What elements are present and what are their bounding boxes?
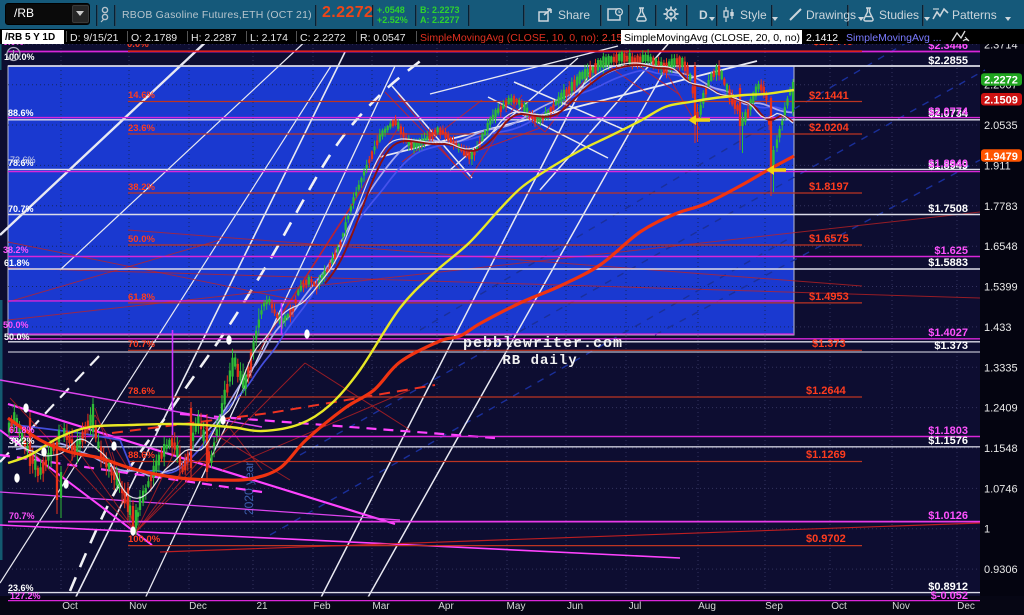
svg-text:Aug: Aug bbox=[698, 601, 716, 612]
svg-text:Apr: Apr bbox=[438, 601, 454, 612]
svg-text:Sep: Sep bbox=[765, 601, 783, 612]
svg-text:$1.0126: $1.0126 bbox=[928, 510, 968, 522]
svg-text:1: 1 bbox=[984, 524, 990, 536]
svg-text:21: 21 bbox=[256, 601, 268, 612]
svg-text:Jul: Jul bbox=[629, 601, 642, 612]
svg-text:78.6%: 78.6% bbox=[128, 386, 155, 397]
svg-text:Nov: Nov bbox=[129, 601, 147, 612]
svg-text:127.2%: 127.2% bbox=[10, 591, 41, 601]
svg-text:$2.2855: $2.2855 bbox=[928, 55, 968, 67]
svg-text:61.8%: 61.8% bbox=[128, 292, 155, 303]
svg-text:78.6%: 78.6% bbox=[8, 158, 34, 168]
svg-text:23.6%: 23.6% bbox=[128, 123, 155, 134]
svg-text:2.0535: 2.0535 bbox=[984, 120, 1018, 132]
svg-text:1.433: 1.433 bbox=[984, 322, 1012, 334]
svg-text:61.8%: 61.8% bbox=[4, 258, 30, 268]
svg-text:50.0%: 50.0% bbox=[4, 332, 30, 342]
svg-text:Oct: Oct bbox=[62, 601, 78, 612]
svg-text:$0.8912: $0.8912 bbox=[928, 581, 968, 593]
svg-text:Jun: Jun bbox=[567, 601, 583, 612]
svg-text:1.7783: 1.7783 bbox=[984, 201, 1018, 213]
svg-text:Oct: Oct bbox=[831, 601, 847, 612]
svg-text:38.2%: 38.2% bbox=[9, 436, 35, 446]
svg-text:May: May bbox=[507, 601, 526, 612]
svg-text:23.6%: 23.6% bbox=[8, 583, 34, 593]
svg-text:$0.9702: $0.9702 bbox=[806, 533, 846, 545]
svg-text:$1.8940: $1.8940 bbox=[928, 158, 968, 170]
svg-text:1.1548: 1.1548 bbox=[984, 443, 1018, 455]
svg-text:$1.6575: $1.6575 bbox=[809, 233, 849, 245]
svg-text:88.6%: 88.6% bbox=[8, 108, 34, 118]
svg-text:$1.7508: $1.7508 bbox=[928, 203, 968, 215]
svg-text:50.0%: 50.0% bbox=[3, 320, 29, 330]
svg-text:$1.8949: $1.8949 bbox=[928, 160, 968, 172]
svg-text:70.7%: 70.7% bbox=[128, 339, 155, 350]
svg-text:38.2%: 38.2% bbox=[128, 182, 155, 193]
svg-text:Dec: Dec bbox=[189, 601, 207, 612]
svg-text:$1.625: $1.625 bbox=[934, 245, 968, 257]
svg-text:14.6%: 14.6% bbox=[128, 90, 155, 101]
svg-text:$1.5883: $1.5883 bbox=[928, 257, 968, 269]
svg-text:$1.373: $1.373 bbox=[812, 338, 846, 350]
svg-text:73.6%: 73.6% bbox=[10, 155, 36, 165]
svg-text:1.911: 1.911 bbox=[984, 160, 1011, 172]
svg-text:$1.373: $1.373 bbox=[934, 340, 968, 352]
svg-text:61.8%: 61.8% bbox=[9, 425, 35, 435]
svg-text:2.2272: 2.2272 bbox=[984, 75, 1018, 87]
svg-text:$1.4027: $1.4027 bbox=[928, 327, 968, 339]
svg-text:Dec: Dec bbox=[957, 601, 975, 612]
svg-text:0.9306: 0.9306 bbox=[984, 564, 1018, 576]
svg-text:70.7%: 70.7% bbox=[8, 204, 34, 214]
svg-text:1.9479: 1.9479 bbox=[984, 151, 1018, 163]
svg-text:$1.4953: $1.4953 bbox=[809, 291, 849, 303]
svg-text:$1.1269: $1.1269 bbox=[806, 449, 846, 461]
svg-text:70.7%: 70.7% bbox=[9, 511, 35, 521]
svg-text:$1.1803: $1.1803 bbox=[928, 425, 968, 437]
svg-text:Nov: Nov bbox=[892, 601, 910, 612]
svg-text:1.0746: 1.0746 bbox=[984, 483, 1018, 495]
svg-text:Mar: Mar bbox=[372, 601, 390, 612]
svg-text:1.3335: 1.3335 bbox=[984, 362, 1018, 374]
svg-text:0.0%: 0.0% bbox=[127, 39, 149, 50]
svg-text:2020 year: 2020 year bbox=[242, 462, 256, 515]
svg-text:Feb: Feb bbox=[313, 601, 331, 612]
svg-text:$2.0204: $2.0204 bbox=[809, 122, 850, 134]
svg-text:$-0.052: $-0.052 bbox=[931, 590, 968, 602]
svg-text:RB daily: RB daily bbox=[502, 353, 577, 369]
svg-text:100.0%: 100.0% bbox=[128, 534, 161, 545]
svg-text:$1.2644: $1.2644 bbox=[806, 385, 847, 397]
svg-text:$1.1576: $1.1576 bbox=[928, 435, 968, 447]
svg-text:$2.1441: $2.1441 bbox=[809, 90, 849, 102]
svg-text:$2.0774: $2.0774 bbox=[928, 106, 969, 118]
svg-text:38.2%: 38.2% bbox=[3, 245, 29, 255]
svg-text:$1.8197: $1.8197 bbox=[809, 181, 849, 193]
svg-text:2.1509: 2.1509 bbox=[984, 95, 1018, 107]
svg-text:88.6%: 88.6% bbox=[128, 450, 155, 461]
svg-text:50.0%: 50.0% bbox=[128, 234, 155, 245]
svg-text:pebblewriter.com: pebblewriter.com bbox=[463, 335, 623, 352]
svg-text:1.5399: 1.5399 bbox=[984, 282, 1018, 294]
svg-text:1.6548: 1.6548 bbox=[984, 241, 1018, 253]
svg-text:1.2409: 1.2409 bbox=[984, 403, 1018, 415]
svg-text:$2.0734: $2.0734 bbox=[928, 108, 969, 120]
